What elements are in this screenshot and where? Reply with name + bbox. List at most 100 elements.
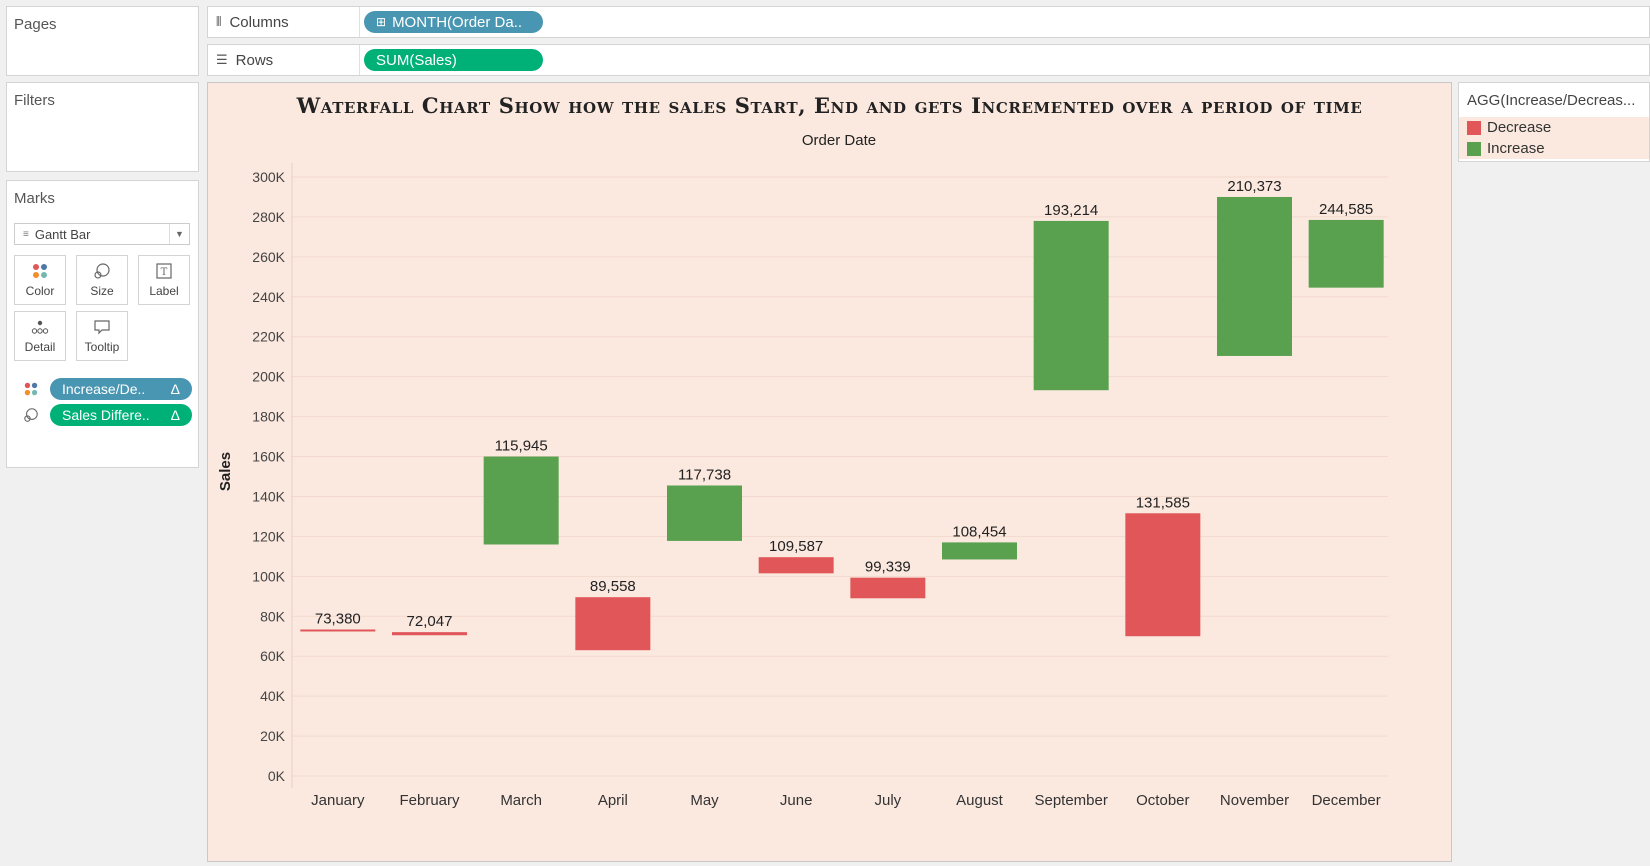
bar-february[interactable] — [392, 632, 467, 636]
size-icon — [94, 263, 110, 279]
y-tick-label: 100K — [252, 568, 285, 584]
pill-label: SUM(Sales) — [376, 51, 457, 69]
y-tick-label: 160K — [252, 449, 285, 465]
detail-button-label: Detail — [24, 340, 56, 354]
x-tick-label: April — [598, 792, 628, 809]
y-tick-label: 280K — [252, 209, 285, 225]
tooltip-button[interactable]: Tooltip — [76, 311, 128, 361]
data-label: 73,380 — [315, 610, 361, 627]
y-tick-label: 140K — [252, 488, 285, 504]
bar-june[interactable] — [758, 557, 834, 574]
pages-title: Pages — [14, 16, 57, 33]
rows-shelf[interactable]: ☰ Rows SUM(Sales) — [207, 44, 1650, 76]
rows-label: Rows — [235, 51, 274, 69]
x-axis-title: Order Date — [802, 132, 876, 149]
bar-march[interactable] — [483, 456, 559, 545]
columns-shelf-label: ⫴ Columns — [208, 7, 360, 37]
color-button-label: Color — [25, 284, 55, 298]
delta-icon: Δ — [170, 381, 180, 397]
legend-item-decrease[interactable]: Decrease — [1459, 117, 1649, 138]
color-button[interactable]: Color — [14, 255, 66, 305]
bar-december[interactable] — [1308, 219, 1384, 288]
data-label: 244,585 — [1319, 201, 1373, 218]
tooltip-button-label: Tooltip — [84, 340, 120, 354]
pages-card: Pages — [6, 6, 199, 76]
x-tick-label: September — [1034, 792, 1107, 809]
columns-shelf[interactable]: ⫴ Columns ⊞ MONTH(Order Da.. — [207, 6, 1650, 38]
sum-sales-pill[interactable]: SUM(Sales) — [364, 49, 543, 71]
rows-icon: ☰ — [216, 52, 228, 68]
filters-card[interactable]: Filters — [6, 82, 199, 172]
x-tick-label: November — [1220, 792, 1289, 809]
x-tick-label: February — [399, 792, 460, 809]
y-axis-title: Sales — [217, 452, 234, 491]
mark-type-dropdown[interactable]: ≡ Gantt Bar ▼ — [14, 223, 190, 245]
text-label-icon: T — [156, 263, 172, 279]
x-tick-label: October — [1136, 792, 1189, 809]
legend-swatch — [1467, 141, 1481, 156]
x-tick-label: August — [956, 792, 1004, 809]
size-button-label: Size — [90, 284, 114, 298]
marks-title: Marks — [14, 190, 55, 207]
delta-icon: Δ — [170, 407, 180, 423]
pill-label: Sales Differe.. — [62, 407, 150, 423]
columns-label: Columns — [229, 13, 289, 31]
y-tick-label: 40K — [260, 688, 286, 704]
x-tick-label: May — [690, 792, 719, 809]
color-field-pill-row[interactable]: Increase/De.. Δ — [14, 378, 192, 400]
label-button-label: Label — [149, 284, 179, 298]
x-tick-label: December — [1312, 792, 1381, 809]
chart-view[interactable]: Waterfall Chart Show how the sales Start… — [207, 82, 1452, 862]
bar-may[interactable] — [667, 485, 742, 541]
y-tick-label: 120K — [252, 528, 285, 544]
bar-april[interactable] — [575, 597, 651, 651]
bar-september[interactable] — [1033, 220, 1109, 391]
filters-title: Filters — [14, 92, 55, 109]
y-tick-label: 300K — [252, 169, 285, 185]
month-order-date-pill[interactable]: ⊞ MONTH(Order Da.. — [364, 11, 543, 33]
data-label: 109,587 — [769, 538, 823, 555]
size-button[interactable]: Size — [76, 255, 128, 305]
y-tick-label: 20K — [260, 728, 286, 744]
y-tick-label: 200K — [252, 369, 285, 385]
data-label: 210,373 — [1227, 178, 1281, 195]
chart-title: Waterfall Chart Show how the sales Start… — [296, 93, 1363, 118]
gantt-bar-icon: ≡ — [23, 228, 29, 240]
data-label: 117,738 — [678, 466, 731, 483]
data-label: 72,047 — [407, 613, 453, 630]
svg-text:T: T — [161, 267, 168, 278]
color-icon — [24, 382, 38, 396]
size-field-pill-row[interactable]: Sales Differe.. Δ — [14, 404, 192, 426]
x-tick-label: March — [500, 792, 542, 809]
bar-january[interactable] — [300, 629, 376, 632]
mark-type-label: Gantt Bar — [34, 226, 91, 242]
color-icon — [33, 264, 47, 278]
legend-swatch — [1467, 120, 1481, 135]
bar-october[interactable] — [1125, 513, 1201, 637]
data-label: 89,558 — [590, 578, 636, 595]
marks-card: Marks ≡ Gantt Bar ▼ Color Size T Label — [6, 180, 199, 468]
legend-label: Decrease — [1487, 119, 1552, 136]
size-icon — [24, 408, 38, 422]
data-label: 131,585 — [1136, 494, 1190, 511]
bar-august[interactable] — [942, 542, 1017, 560]
columns-icon: ⫴ — [216, 14, 222, 30]
y-tick-label: 0K — [268, 768, 286, 784]
y-tick-label: 60K — [260, 648, 286, 664]
bar-july[interactable] — [850, 577, 926, 599]
detail-button[interactable]: Detail — [14, 311, 66, 361]
color-legend: AGG(Increase/Decreas... Decrease Increas… — [1458, 82, 1650, 162]
bar-november[interactable] — [1217, 196, 1292, 356]
data-label: 99,339 — [865, 559, 911, 576]
label-button[interactable]: T Label — [138, 255, 190, 305]
sales-difference-pill[interactable]: Sales Differe.. Δ — [50, 404, 192, 426]
increase-decrease-pill[interactable]: Increase/De.. Δ — [50, 378, 192, 400]
legend-item-increase[interactable]: Increase — [1459, 138, 1649, 159]
waterfall-chart[interactable]: Order Date Sales 0K 20K 40K 60K 80K 100K 120K 140… — [208, 83, 1453, 863]
detail-icon — [31, 320, 49, 334]
y-tick-label: 240K — [252, 289, 285, 305]
x-tick-label: January — [311, 792, 365, 809]
y-tick-label: 220K — [252, 329, 285, 345]
chevron-down-icon: ▼ — [169, 224, 189, 244]
y-tick-label: 80K — [260, 608, 286, 624]
